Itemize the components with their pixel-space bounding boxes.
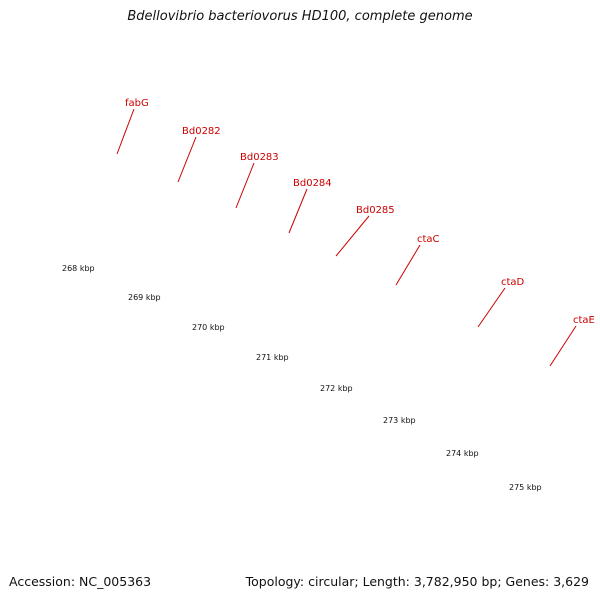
scale-labels: 268 kbp 269 kbp 270 kbp 271 kbp 272 kbp 273 k… bbox=[62, 264, 542, 492]
gene-label: Bd0283 bbox=[240, 152, 279, 163]
gene-label: ctaC bbox=[417, 234, 440, 245]
scale-tick-label: 274 kbp bbox=[446, 449, 479, 458]
gene-leader-line bbox=[395, 244, 421, 286]
gene-label: Bd0282 bbox=[182, 126, 221, 137]
gene-labels: fabG Bd0282 Bd0283 Bd0284 Bd0285 ctaC ctaD ctaE bbox=[125, 98, 595, 326]
scale-tick-label: 272 kbp bbox=[320, 384, 353, 393]
genome-stats-label: Topology: circular; Length: 3,782,950 bp… bbox=[245, 574, 589, 589]
gene-leader-line bbox=[177, 136, 197, 183]
scale-tick-label: 268 kbp bbox=[62, 264, 95, 273]
gene-label: ctaE bbox=[573, 315, 595, 326]
gene-label: Bd0284 bbox=[293, 178, 332, 189]
gene-leader-line bbox=[335, 215, 370, 257]
gene-label: Bd0285 bbox=[356, 205, 395, 216]
gene-label: fabG bbox=[125, 98, 149, 109]
scale-tick-label: 271 kbp bbox=[256, 353, 289, 362]
scale-tick-label: 270 kbp bbox=[192, 323, 225, 332]
scale-tick-label: 275 kbp bbox=[509, 483, 542, 492]
accession-label: Accession: NC_005363 bbox=[9, 574, 152, 589]
gene-leader-line bbox=[549, 325, 577, 367]
gene-leader-line bbox=[116, 108, 135, 155]
map-title: Bdellovibrio bacteriovorus HD100, comple… bbox=[127, 9, 473, 24]
gene-label: ctaD bbox=[501, 277, 525, 288]
scale-tick-label: 269 kbp bbox=[128, 293, 161, 302]
gene-leader-line bbox=[288, 188, 308, 234]
gene-leader-line bbox=[235, 162, 255, 209]
scale-tick-label: 273 kbp bbox=[383, 416, 416, 425]
gene-leader-line bbox=[477, 287, 506, 328]
label-leaders bbox=[116, 108, 577, 367]
